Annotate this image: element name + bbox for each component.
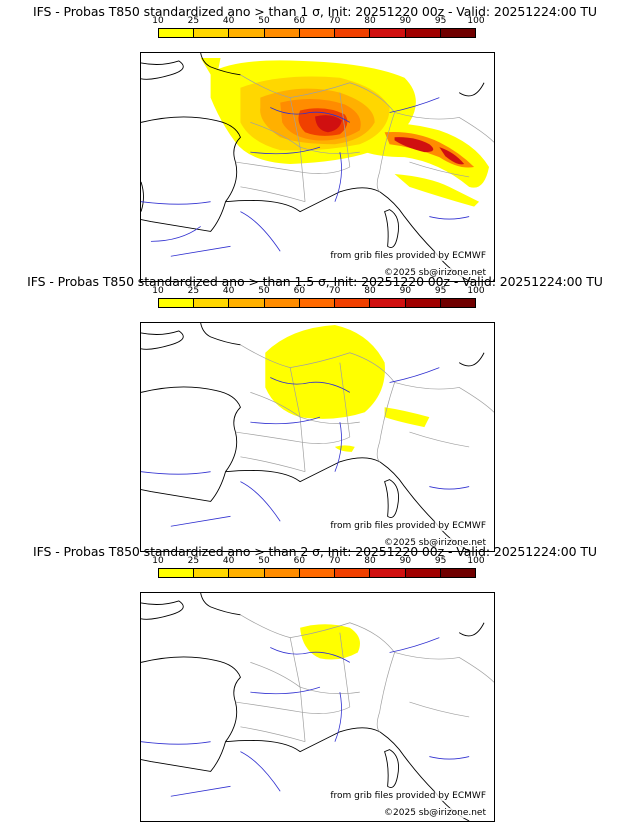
colorbar-tick-label: 60 [293, 286, 306, 296]
colorbar-tick-label: 50 [258, 286, 270, 296]
panel-title: IFS - Probas T850 standardized ano > tha… [33, 544, 597, 559]
colorbar-tick-label: 80 [364, 16, 376, 26]
colorbar-swatch [335, 299, 371, 307]
colorbar [158, 568, 476, 578]
data-source-credit: from grib files provided by ECMWF [328, 521, 488, 531]
colorbar-tick-label: 50 [258, 16, 270, 26]
colorbar-swatch [194, 569, 230, 577]
colorbar-swatch [370, 569, 406, 577]
colorbar-tick-label: 95 [434, 16, 447, 26]
colorbar-tick-label: 10 [152, 286, 164, 296]
colorbar-swatch [299, 299, 336, 307]
colorbar-swatch [405, 29, 441, 37]
copyright-credit: ©2025 sb@irizone.net [382, 808, 488, 818]
colorbar-swatch [370, 299, 406, 307]
colorbar-tick-label: 70 [328, 286, 341, 296]
colorbar-tick-label: 80 [364, 556, 376, 566]
map-canvas [141, 53, 494, 281]
colorbar-swatch [264, 569, 300, 577]
colorbar-swatch [440, 569, 475, 577]
colorbar-swatch [194, 29, 230, 37]
colorbar-tick-label: 90 [399, 556, 412, 566]
panel-2sigma: IFS - Probas T850 standardized ano > tha… [0, 544, 630, 822]
probability-map-1sigma: from grib files provided by ECMWF ©2025 … [140, 52, 495, 282]
colorbar-swatch [229, 29, 265, 37]
colorbar-tick-label: 100 [467, 556, 485, 566]
colorbar-tick-label: 25 [187, 556, 200, 566]
probability-map-2sigma: from grib files provided by ECMWF ©2025 … [140, 592, 495, 822]
colorbar-swatch [159, 569, 195, 577]
colorbar-tick-label: 25 [187, 16, 200, 26]
admin-borders [235, 614, 494, 743]
colorbar-tick-label: 40 [222, 556, 235, 566]
colorbar-swatch [229, 569, 265, 577]
rivers [141, 637, 470, 797]
colorbar-swatch [299, 569, 336, 577]
colorbar-tick-labels: 10 25 40 50 60 70 80 90 95 100 [140, 16, 495, 28]
panel-1sigma: IFS - Probas T850 standardized ano > tha… [0, 4, 630, 282]
colorbar-swatch [370, 29, 406, 37]
rivers [141, 367, 470, 527]
colorbar-swatch [335, 569, 371, 577]
panel-1-5sigma: IFS - Probas T850 standardized ano > tha… [0, 274, 630, 552]
admin-borders [235, 74, 494, 203]
colorbar-swatch [194, 299, 230, 307]
colorbar-tick-label: 40 [222, 286, 235, 296]
colorbar-tick-labels: 10 25 40 50 60 70 80 90 95 100 [140, 286, 495, 298]
colorbar-tick-label: 70 [328, 556, 341, 566]
colorbar-tick-label: 60 [293, 556, 306, 566]
colorbar-tick-label: 10 [152, 16, 164, 26]
probability-field [265, 324, 430, 452]
colorbar-tick-label: 100 [467, 286, 485, 296]
colorbar-tick-label: 50 [258, 556, 270, 566]
colorbar-tick-label: 90 [399, 286, 412, 296]
colorbar-swatch [159, 29, 195, 37]
colorbar-swatch [264, 299, 300, 307]
colorbar-swatch [440, 29, 475, 37]
colorbar-tick-label: 95 [434, 556, 447, 566]
colorbar-tick-label: 25 [187, 286, 200, 296]
data-source-credit: from grib files provided by ECMWF [328, 251, 488, 261]
colorbar-swatch [264, 29, 300, 37]
colorbar-swatch [405, 569, 441, 577]
colorbar-swatch [159, 299, 195, 307]
colorbar-tick-label: 90 [399, 16, 412, 26]
colorbar-tick-label: 60 [293, 16, 306, 26]
map-canvas [141, 323, 494, 551]
colorbar-swatch [299, 29, 336, 37]
colorbar-swatch [440, 299, 475, 307]
colorbar-tick-label: 70 [328, 16, 341, 26]
colorbar-swatch [405, 299, 441, 307]
colorbar-tick-label: 80 [364, 286, 376, 296]
rivers [141, 97, 470, 257]
panel-title: IFS - Probas T850 standardized ano > tha… [33, 4, 597, 19]
probability-map-1-5sigma: from grib files provided by ECMWF ©2025 … [140, 322, 495, 552]
panel-title: IFS - Probas T850 standardized ano > tha… [27, 274, 603, 289]
map-canvas [141, 593, 494, 821]
copyright-credit: ©2025 sb@irizone.net [382, 538, 488, 548]
colorbar-tick-label: 100 [467, 16, 485, 26]
data-source-credit: from grib files provided by ECMWF [328, 791, 488, 801]
colorbar-tick-label: 10 [152, 556, 164, 566]
colorbar [158, 298, 476, 308]
colorbar-tick-labels: 10 25 40 50 60 70 80 90 95 100 [140, 556, 495, 568]
probability-field [300, 624, 360, 660]
colorbar-tick-label: 95 [434, 286, 447, 296]
colorbar-tick-label: 40 [222, 16, 235, 26]
copyright-credit: ©2025 sb@irizone.net [382, 268, 488, 278]
colorbar-swatch [335, 29, 371, 37]
colorbar-swatch [229, 299, 265, 307]
colorbar [158, 28, 476, 38]
